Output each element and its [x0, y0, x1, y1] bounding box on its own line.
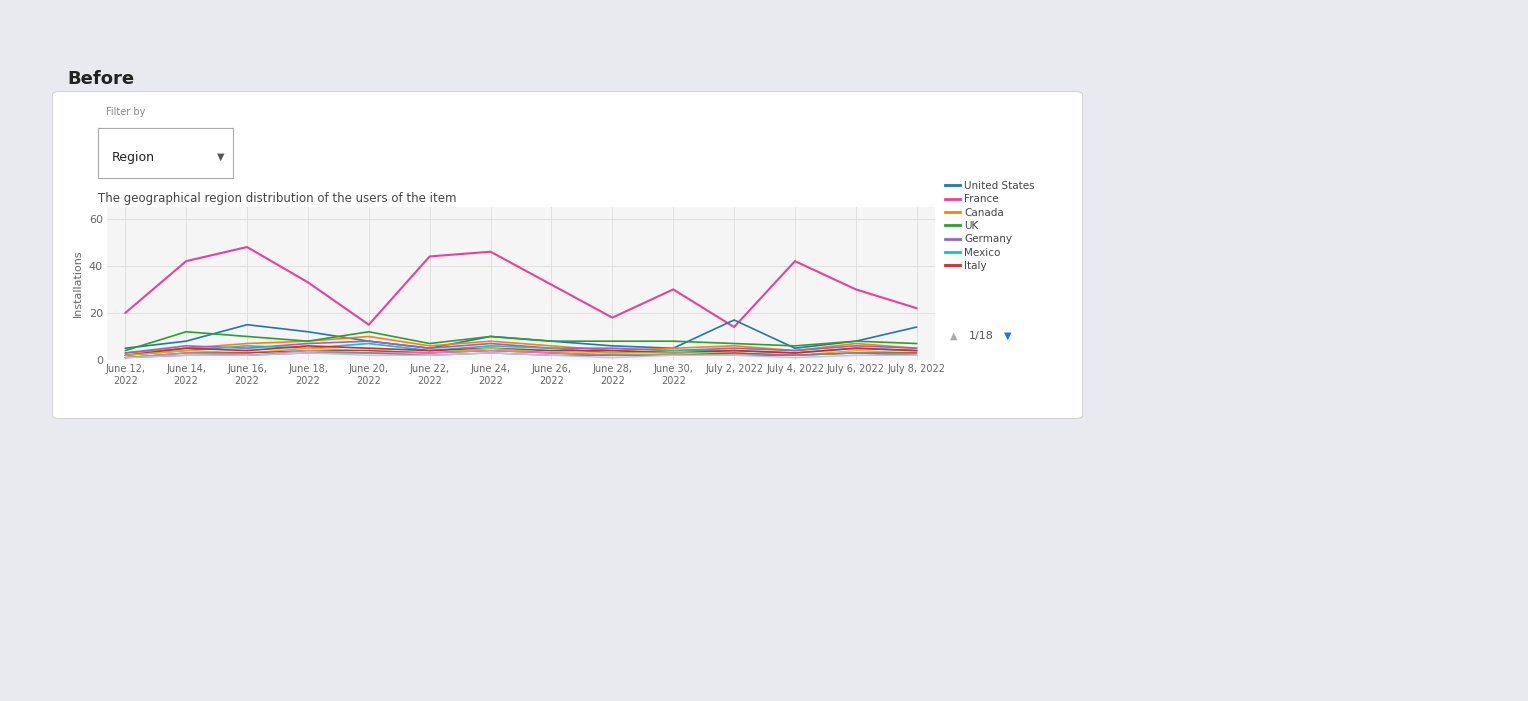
Y-axis label: Installations: Installations	[73, 250, 83, 318]
Text: ▼: ▼	[1004, 331, 1012, 341]
Text: ▲: ▲	[950, 331, 958, 341]
Text: Before: Before	[67, 70, 134, 88]
Text: The geographical region distribution of the users of the item: The geographical region distribution of …	[98, 192, 457, 205]
Text: Region: Region	[112, 151, 154, 163]
Text: ▼: ▼	[217, 152, 225, 162]
Legend: United States, France, Canada, UK, Germany, Mexico, Italy: United States, France, Canada, UK, Germa…	[946, 181, 1034, 271]
Text: 1/18: 1/18	[969, 331, 993, 341]
Text: Filter by: Filter by	[105, 107, 145, 117]
